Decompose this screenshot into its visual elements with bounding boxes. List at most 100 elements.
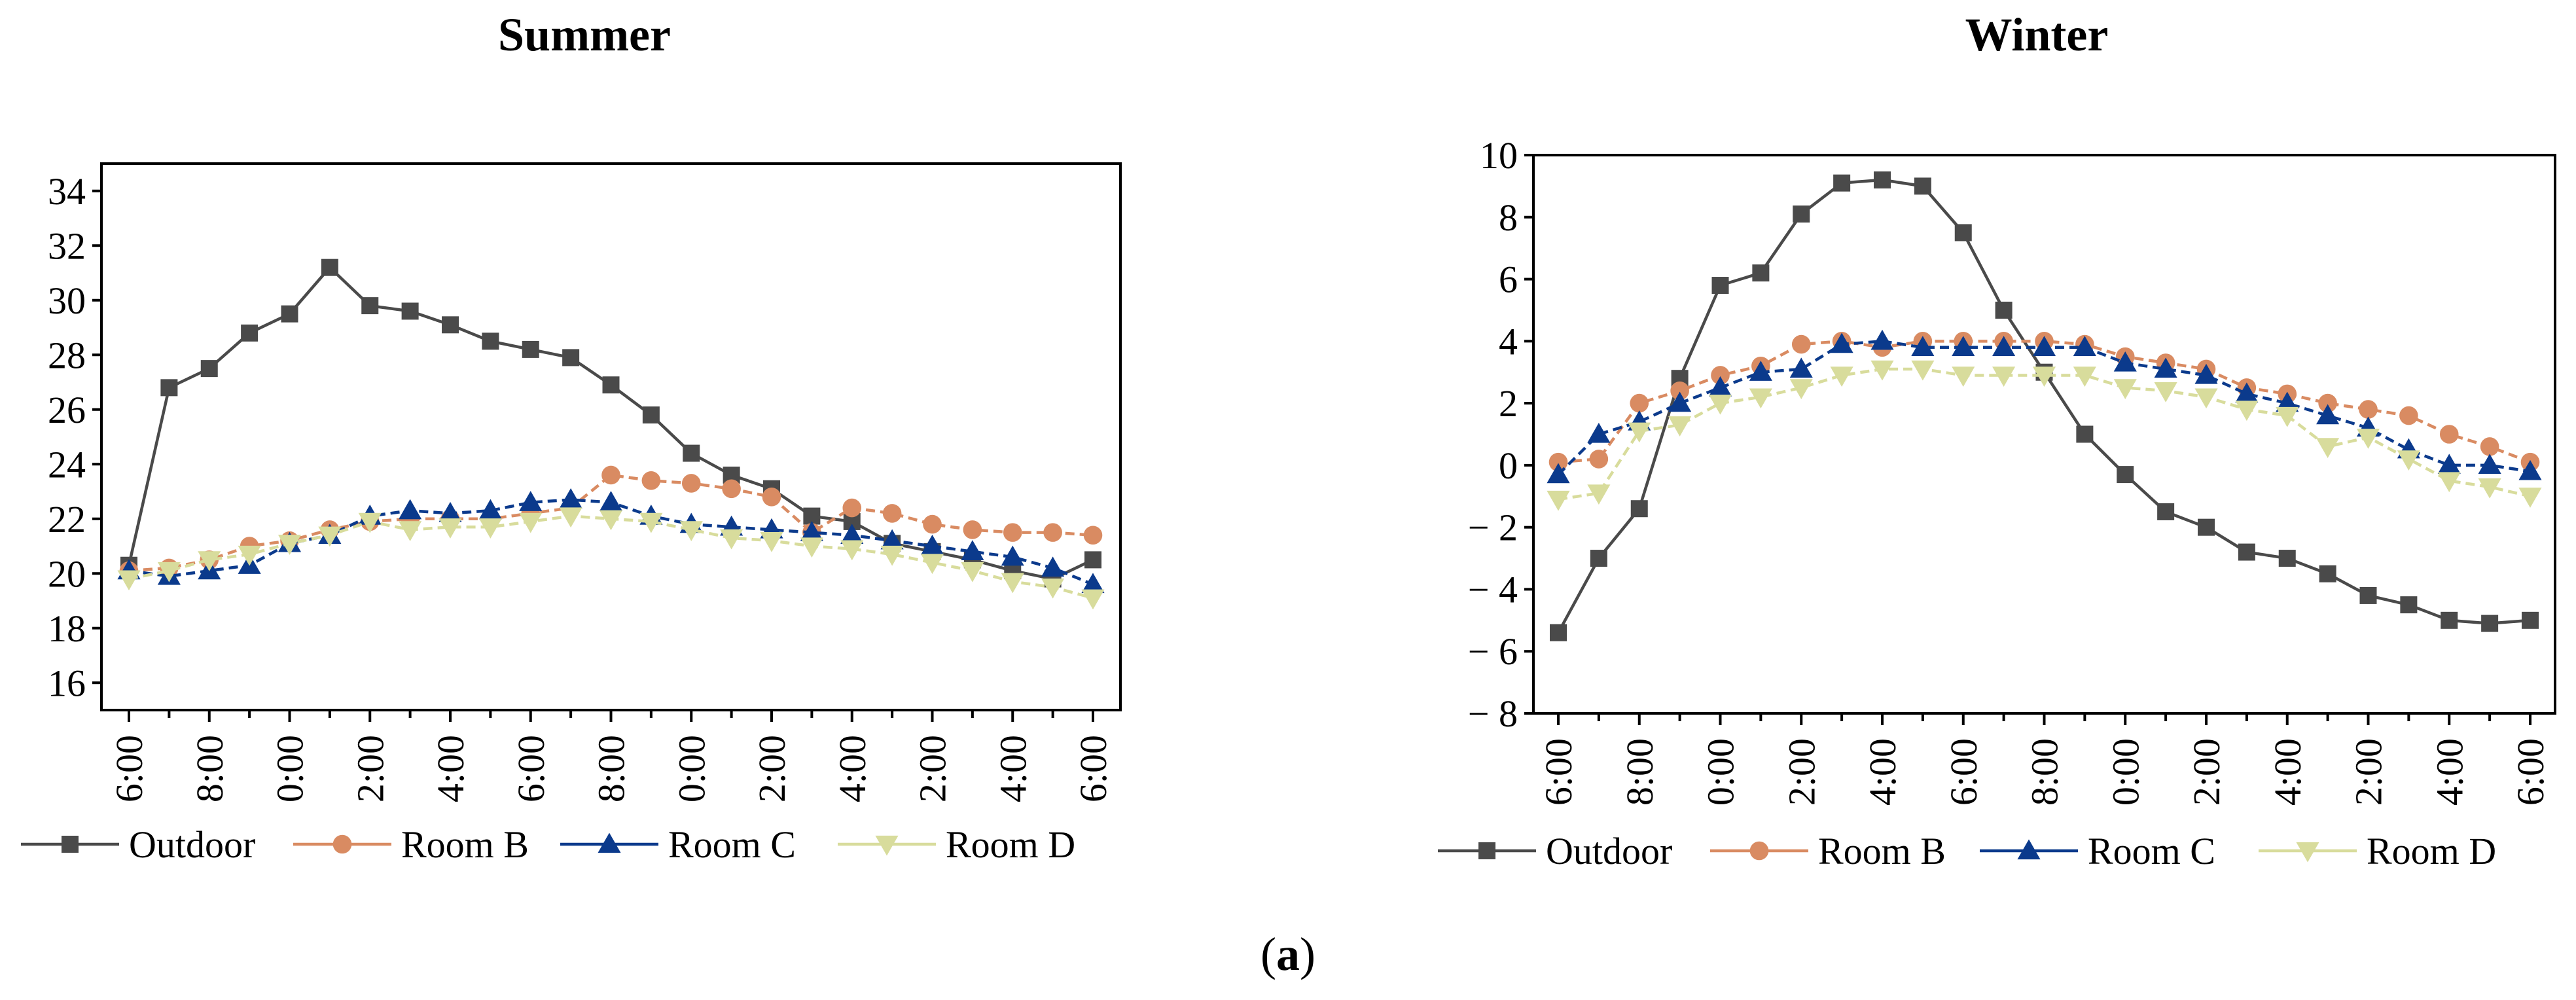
winter-chart: Winter − 8 − 6 − 4 − 2 0 2 4 6 8 10 6:00 8:00 0:00 2:0… <box>1438 9 2556 872</box>
winter-room-c-point <box>2113 351 2137 372</box>
summer-room-b-point <box>963 520 982 539</box>
summer-title: Summer <box>498 9 671 61</box>
winter-outdoor-point <box>1914 177 1931 195</box>
summer-outdoor-point <box>602 376 620 394</box>
winter-room-b-point <box>2439 425 2459 444</box>
summer-outdoor-point <box>160 379 178 397</box>
summer-room-b-point <box>722 479 741 499</box>
winter-outdoor-point <box>2522 611 2539 629</box>
winter-outdoor-point <box>1711 277 1729 295</box>
summer-outdoor-point <box>200 360 218 378</box>
summer-room-d-point <box>679 521 703 541</box>
summer-room-d-point <box>478 518 502 539</box>
winter-outdoor-point <box>1590 550 1607 567</box>
winter-room-c-point <box>1749 361 1772 381</box>
winter-outdoor-point <box>2359 586 2377 604</box>
winter-outdoor-point <box>2117 466 2134 484</box>
summer-outdoor-point <box>522 340 539 358</box>
winter-room-b-point <box>1791 334 1811 354</box>
winter-room-d-point <box>2194 388 2218 409</box>
winter-room-c-line <box>1557 340 2531 476</box>
winter-xtick-label: 6:00 <box>1942 738 1985 806</box>
summer-legend-outdoor-label: Outdoor <box>129 823 255 866</box>
winter-outdoor-point <box>1752 264 1770 282</box>
summer-room-b-point <box>641 471 661 490</box>
summer-room-c-point <box>961 540 984 561</box>
winter-outdoor-point <box>1995 301 2012 319</box>
summer-room-c-point <box>438 501 462 522</box>
summer-outdoor-line <box>127 266 1094 580</box>
winter-xtick-label: 4:00 <box>1861 738 1904 806</box>
winter-room-c-point <box>1547 463 1570 484</box>
winter-room-c-point <box>1708 376 1732 397</box>
winter-ytick-label: − 6 <box>1468 630 1518 673</box>
winter-outdoor-point <box>1793 205 1810 223</box>
summer-room-c-point <box>1001 545 1024 566</box>
summer-room-b-point <box>882 504 902 523</box>
winter-room-b-line <box>1558 340 2531 464</box>
summer-outdoor-point <box>482 332 499 350</box>
winter-xtick-label: 2:00 <box>2348 738 2390 806</box>
summer-room-c-point <box>800 521 823 541</box>
summer-outdoor-point <box>361 297 379 315</box>
summer-room-d-point <box>920 554 944 575</box>
summer-room-d-point <box>1041 578 1065 599</box>
summer-ytick-label: 34 <box>48 170 86 213</box>
winter-xtick-label: 4:00 <box>2266 738 2309 806</box>
winter-room-d-point <box>2437 472 2461 493</box>
winter-room-c-point <box>2032 336 2056 356</box>
summer-room-d-point <box>760 531 783 552</box>
summer-outdoor-point <box>281 305 298 323</box>
summer-room-d-point <box>198 551 221 571</box>
winter-room-d-point <box>1628 422 1651 443</box>
winter-legend-room-b-label: Room B <box>1818 830 1946 872</box>
winter-room-c-point <box>2154 357 2177 378</box>
summer-outdoor-point <box>442 316 459 334</box>
winter-plot-frame <box>1532 154 2556 715</box>
summer-room-d-point <box>599 510 623 531</box>
winter-legend-room-d-marker <box>2296 842 2319 863</box>
winter-room-d-point <box>2356 429 2380 449</box>
summer-room-c-point <box>519 491 543 511</box>
winter-xtick-label: 6:00 <box>1537 738 1580 806</box>
summer-outdoor-point <box>642 406 660 424</box>
summer-legend-room-b-marker <box>332 834 352 854</box>
winter-xtick-label: 4:00 <box>2428 738 2471 806</box>
summer-legend-room-d-marker <box>875 835 899 856</box>
winter-legend-outdoor-label: Outdoor <box>1546 830 1672 872</box>
summer-room-d-point <box>117 570 141 591</box>
caption-close-paren: ) <box>1300 928 1315 980</box>
summer-ytick-label: 18 <box>48 607 86 650</box>
winter-room-d-point <box>1789 379 1813 399</box>
winter-room-c-point <box>2235 382 2259 403</box>
winter-xtick-label: 2:00 <box>2185 738 2228 806</box>
winter-room-c-point <box>2316 404 2340 425</box>
winter-room-c-point <box>1587 422 1611 443</box>
winter-room-d-point <box>1668 416 1692 437</box>
summer-xtick-label: 6:00 <box>510 735 552 802</box>
winter-room-d-point <box>2276 406 2299 427</box>
summer-ytick-label: 28 <box>48 334 86 376</box>
winter-outdoor-point <box>2278 550 2296 567</box>
summer-ytick-label: 20 <box>48 552 86 595</box>
winter-outdoor-point <box>1630 500 1648 518</box>
summer-legend-room-c-marker <box>598 832 621 853</box>
summer-plot-frame <box>100 162 1122 711</box>
figure-caption: (a) <box>1261 928 1315 980</box>
summer-outdoor-point <box>683 444 700 462</box>
winter-ytick-label: 6 <box>1499 259 1518 301</box>
winter-outdoor-point <box>2076 425 2094 443</box>
winter-ytick-label: − 8 <box>1468 692 1518 735</box>
summer-room-d-point <box>277 535 302 555</box>
winter-outdoor-point <box>1874 171 1891 188</box>
winter-legend-outdoor-marker <box>1478 842 1495 859</box>
summer-room-c-point <box>920 534 944 555</box>
winter-room-d-point <box>2518 488 2542 508</box>
winter-legend-room-c-label: Room C <box>2088 830 2215 872</box>
summer-room-b-point <box>842 498 862 518</box>
winter-room-b-point <box>2359 400 2378 419</box>
winter-room-c-point <box>1992 336 2016 356</box>
summer-room-d-point <box>559 507 582 528</box>
summer-chart: Summer 16 18 20 22 24 26 28 30 32 34 6:00 8:00 0:00 2:… <box>21 9 1122 866</box>
